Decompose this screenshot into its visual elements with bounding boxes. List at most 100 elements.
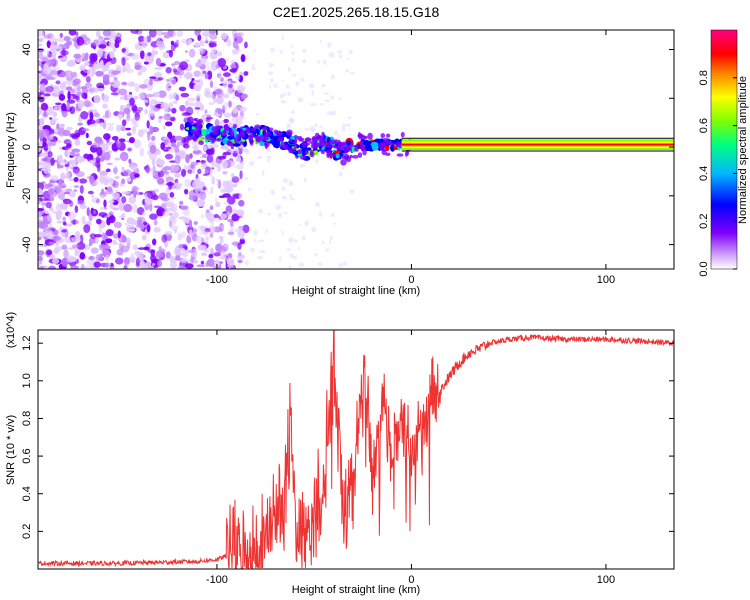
- noise-cell: [98, 174, 107, 184]
- noise-cell: [171, 107, 177, 114]
- noise-cell: [308, 83, 315, 89]
- noise-cell: [141, 128, 148, 134]
- noise-cell: [87, 190, 94, 195]
- noise-cell: [220, 32, 228, 40]
- noise-cell: [211, 48, 217, 55]
- noise-cell: [49, 43, 56, 53]
- noise-cell: [197, 34, 202, 42]
- noise-cell: [73, 176, 79, 182]
- noise-cell: [151, 263, 156, 266]
- noise-cell: [115, 124, 122, 132]
- noise-cell: [285, 84, 290, 89]
- noise-cell: [118, 215, 125, 219]
- noise-cell: [132, 125, 136, 135]
- noise-cell: [51, 258, 60, 264]
- noise-cell: [188, 229, 193, 238]
- noise-cell: [229, 154, 234, 158]
- noise-cell: [198, 152, 205, 156]
- noise-cell: [184, 100, 190, 107]
- noise-cell: [143, 99, 149, 104]
- noise-cell: [280, 100, 287, 104]
- noise-cell: [297, 97, 304, 103]
- signal-cell: [187, 116, 194, 124]
- noise-cell: [155, 40, 165, 48]
- signal-cell: [297, 149, 303, 155]
- noise-cell: [74, 85, 78, 93]
- noise-cell: [75, 171, 85, 178]
- noise-cell: [242, 224, 250, 234]
- noise-cell: [109, 202, 115, 209]
- noise-cell: [259, 249, 266, 254]
- noise-cell: [197, 176, 201, 182]
- noise-cell: [214, 217, 221, 223]
- colorbar-tick-label: 0.4: [698, 166, 710, 181]
- noise-cell: [174, 178, 179, 184]
- noise-cell: [138, 84, 148, 89]
- noise-cell: [180, 168, 187, 177]
- spec-y-tick-label: -20: [21, 188, 33, 204]
- noise-cell: [256, 112, 260, 116]
- noise-cell: [204, 109, 208, 114]
- noise-cell: [74, 31, 79, 37]
- noise-cell: [238, 252, 242, 257]
- noise-cell: [204, 249, 210, 253]
- noise-cell: [147, 190, 156, 200]
- noise-cell: [165, 251, 171, 259]
- signal-cell: [312, 135, 316, 142]
- noise-cell: [341, 126, 346, 132]
- noise-cell: [321, 241, 325, 245]
- noise-cell: [288, 183, 294, 186]
- noise-cell: [174, 155, 181, 165]
- noise-cell: [42, 198, 51, 202]
- noise-cell: [58, 165, 64, 169]
- noise-cell: [156, 157, 162, 164]
- noise-cell: [44, 229, 53, 238]
- noise-cell: [315, 201, 320, 208]
- noise-cell: [290, 110, 295, 114]
- signal-cell: [194, 124, 202, 132]
- signal-cell: [349, 154, 353, 159]
- noise-cell: [164, 230, 173, 236]
- noise-cell: [98, 243, 106, 249]
- noise-cell: [93, 112, 100, 118]
- noise-cell: [160, 197, 170, 202]
- noise-cell: [217, 155, 226, 160]
- noise-cell: [287, 67, 291, 72]
- noise-cell: [267, 213, 271, 216]
- noise-cell: [199, 184, 206, 187]
- noise-cell: [211, 67, 215, 73]
- noise-cell: [214, 119, 220, 128]
- snr-series-line: [38, 330, 674, 569]
- signal-cell: [340, 159, 347, 166]
- noise-cell: [190, 164, 195, 169]
- noise-cell: [233, 165, 237, 169]
- signal-cell: [400, 131, 405, 138]
- noise-cell: [240, 31, 245, 37]
- noise-cell: [318, 211, 323, 217]
- noise-cell: [69, 178, 75, 182]
- noise-cell: [123, 257, 131, 266]
- noise-cell: [53, 185, 62, 194]
- noise-cell: [330, 95, 335, 100]
- noise-cell: [77, 122, 84, 126]
- signal-cell: [190, 128, 196, 134]
- noise-cell: [77, 84, 81, 92]
- noise-cell: [95, 118, 100, 124]
- noise-cell: [218, 195, 226, 199]
- signal-cell: [279, 144, 283, 148]
- spec-y-tick-label: 20: [21, 92, 33, 104]
- noise-cell: [208, 225, 216, 234]
- noise-cell: [346, 57, 350, 60]
- noise-cell: [105, 254, 110, 262]
- noise-cell: [84, 265, 94, 269]
- noise-cell: [38, 129, 44, 137]
- noise-cell: [146, 224, 151, 233]
- noise-cell: [120, 126, 127, 132]
- noise-cell: [38, 162, 46, 165]
- noise-cell: [231, 208, 238, 215]
- noise-cell: [137, 70, 143, 76]
- noise-cell: [38, 146, 42, 152]
- noise-cell: [215, 162, 220, 169]
- noise-cell: [51, 119, 57, 123]
- noise-cell: [150, 259, 158, 263]
